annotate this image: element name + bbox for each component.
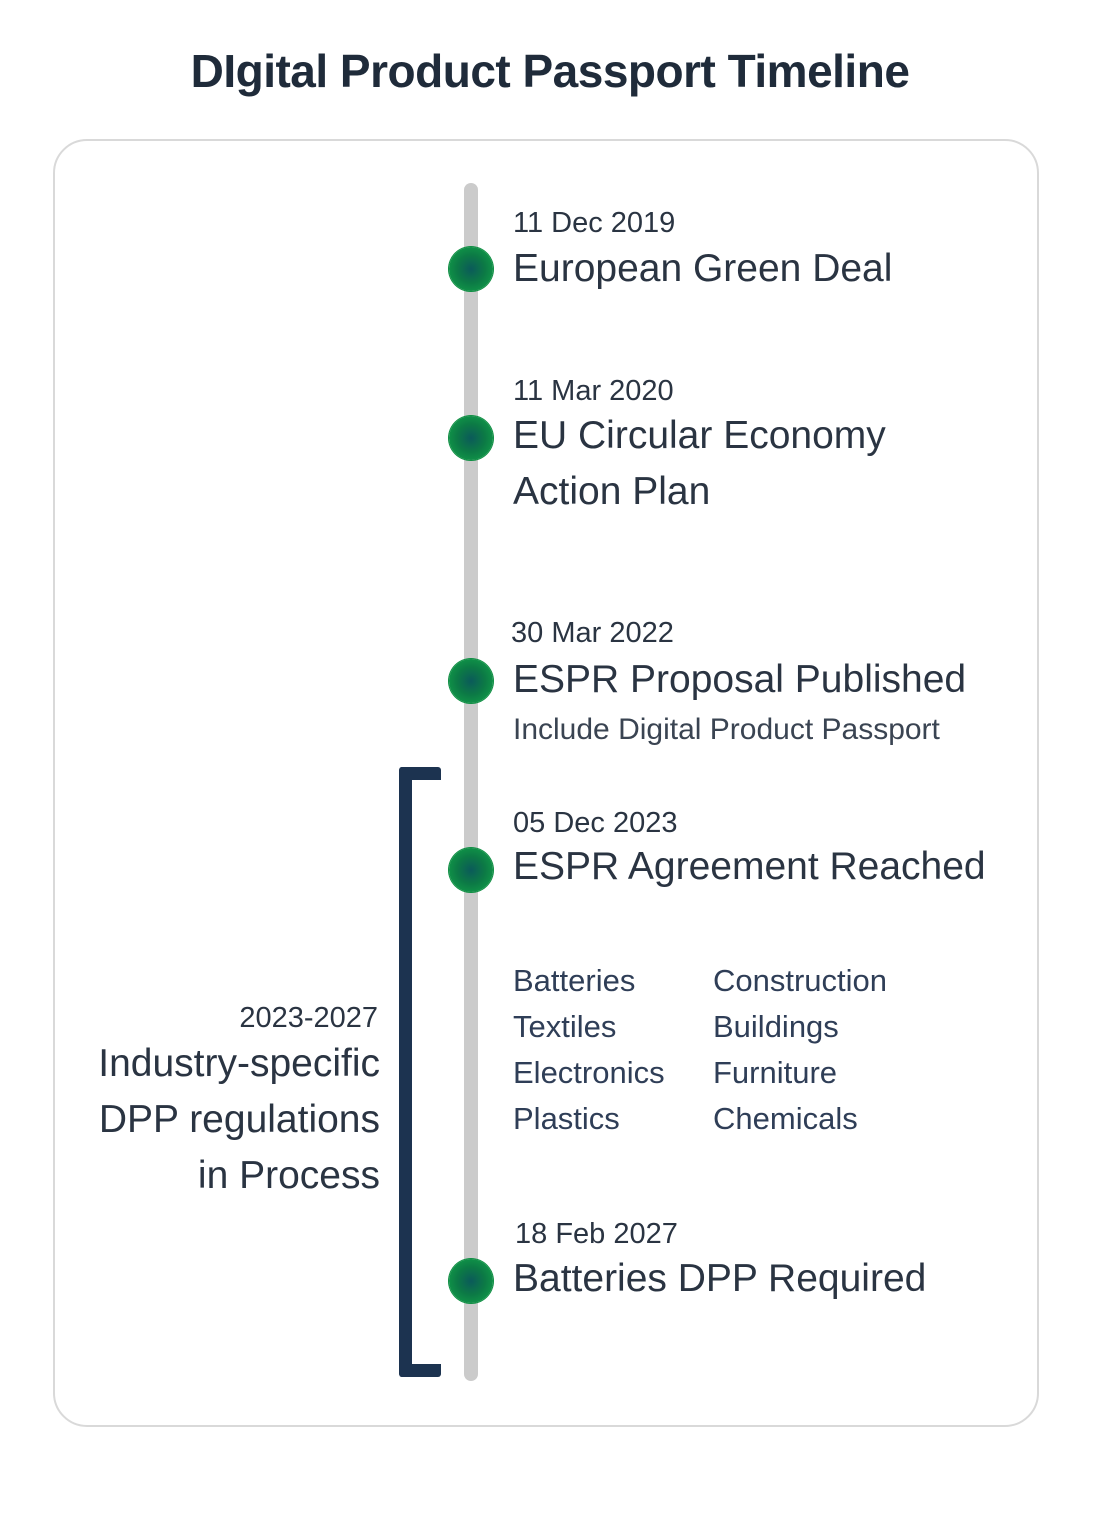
range-note-line: in Process xyxy=(197,1154,380,1197)
industry-item: Buildings xyxy=(713,1009,839,1044)
range-bracket xyxy=(399,767,441,1377)
event-date: 18 Feb 2027 xyxy=(515,1218,678,1250)
event-date: 05 Dec 2023 xyxy=(513,807,678,839)
timeline-axis xyxy=(464,183,478,1381)
industry-item: Construction xyxy=(713,963,888,998)
timeline-dot xyxy=(449,848,493,892)
timeline-dot xyxy=(449,416,493,460)
range-years: 2023-2027 xyxy=(239,1002,378,1034)
event-subtitle: Include Digital Product Passport xyxy=(513,713,940,746)
event-title: European Green Deal xyxy=(513,247,893,290)
industry-item: Chemicals xyxy=(713,1101,858,1136)
event-date: 11 Mar 2020 xyxy=(513,375,674,407)
timeline-dot xyxy=(449,247,493,291)
range-note-line: Industry-specific xyxy=(98,1042,380,1085)
range-note: Industry-specific DPP regulations in Pro… xyxy=(40,1036,380,1204)
timeline-dot xyxy=(449,659,493,703)
timeline-card xyxy=(53,139,1039,1427)
page-title: DIgital Product Passport Timeline xyxy=(190,45,910,97)
event-title: Batteries DPP Required xyxy=(513,1257,927,1300)
event-date: 30 Mar 2022 xyxy=(511,617,674,649)
event-title: ESPR Agreement Reached xyxy=(513,845,986,888)
industry-item: Batteries xyxy=(513,963,636,998)
range-note-line: DPP regulations xyxy=(98,1098,380,1141)
industry-item: Furniture xyxy=(713,1055,838,1090)
industry-item: Textiles xyxy=(513,1009,617,1044)
event-date: 11 Dec 2019 xyxy=(513,207,676,239)
event-title: ESPR Proposal Published xyxy=(513,658,967,701)
event-title-line-2: Action Plan xyxy=(513,470,711,513)
timeline-dot xyxy=(449,1259,493,1303)
industry-item: Plastics xyxy=(513,1101,620,1136)
event-title: EU Circular Economy xyxy=(513,414,886,457)
industry-item: Electronics xyxy=(513,1055,665,1090)
